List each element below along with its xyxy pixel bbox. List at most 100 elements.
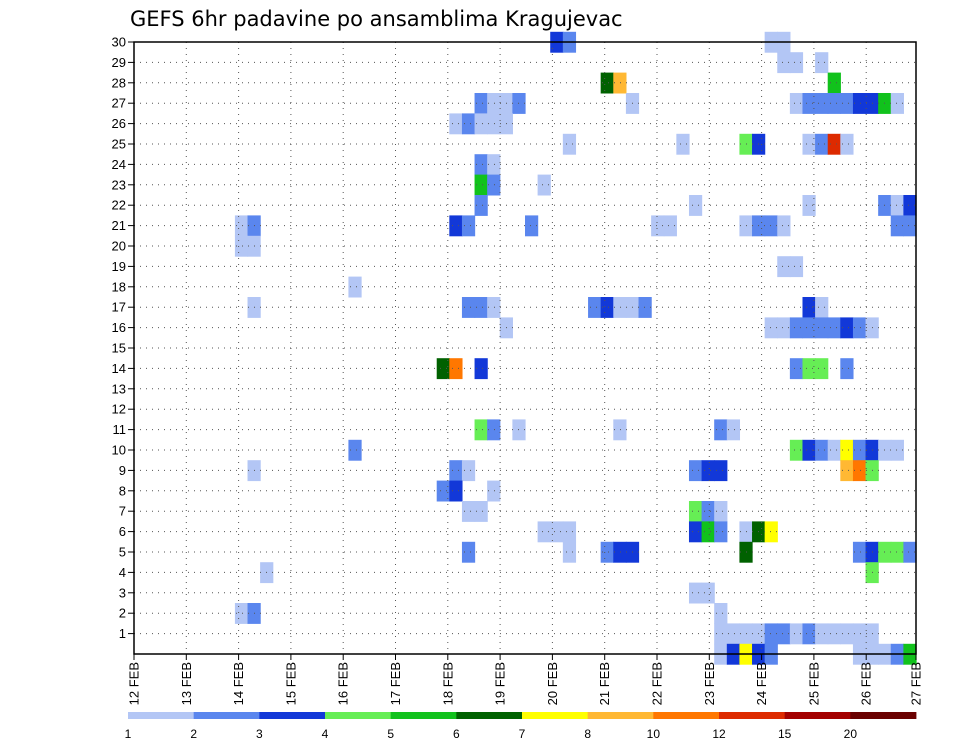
- precip-cell-m17-s26: [461, 297, 476, 318]
- precip-cell-m1-s52: [789, 623, 804, 645]
- precip-cell-m6-s44: [688, 521, 703, 543]
- precip-cell-m16-s54: [815, 317, 829, 339]
- y-tick-label: 17: [112, 300, 126, 315]
- precip-cell-m10-s60: [890, 439, 904, 461]
- precip-cell-m26-s28: [487, 113, 501, 135]
- precip-cell-m6-s32: [537, 521, 551, 543]
- precip-cell-m11-s38: [613, 419, 627, 441]
- x-tick-label: 24 FEB: [754, 662, 769, 705]
- precip-cell-m7-s44: [688, 501, 703, 522]
- precip-cell-m17-s40: [638, 297, 652, 318]
- precip-cell-m28-s38: [613, 72, 627, 94]
- y-tick-label: 9: [119, 463, 126, 478]
- precip-cell-m27-s52: [789, 93, 804, 114]
- precip-cell-m16-s55: [827, 317, 841, 339]
- precip-cell-m11-s27: [474, 419, 488, 441]
- precip-cell-m21-s8: [234, 215, 249, 237]
- precip-cell-m24-s27: [474, 154, 488, 176]
- legend-swatch: [587, 712, 654, 719]
- cells-layer: [234, 31, 917, 665]
- precip-cell-m5-s26: [461, 541, 476, 563]
- precip-cell-m10-s52: [789, 439, 804, 461]
- y-tick-label: 3: [119, 585, 126, 600]
- precip-cell-m14-s27: [474, 358, 488, 380]
- precip-cell-m10-s54: [815, 439, 829, 461]
- precip-cell-m14-s56: [840, 358, 854, 380]
- y-tick-label: 5: [119, 545, 126, 560]
- precip-cell-m5-s37: [600, 541, 614, 563]
- precip-cell-m27-s27: [474, 93, 488, 114]
- precip-cell-m1-s51: [777, 623, 791, 645]
- y-tick-label: 30: [112, 35, 126, 50]
- precip-cell-m10-s56: [840, 439, 854, 461]
- precip-cell-m17-s28: [487, 297, 501, 318]
- x-tick-label: 25 FEB: [806, 662, 821, 705]
- precip-cell-m3-s45: [701, 582, 715, 604]
- precip-cell-m9-s56: [840, 460, 854, 482]
- precip-cell-m16-s51: [777, 317, 791, 339]
- x-tick-label: 21 FEB: [597, 662, 612, 705]
- precip-cell-m25-s56: [840, 133, 854, 155]
- precip-cell-m17-s53: [802, 297, 816, 318]
- precip-cell-m21-s50: [764, 215, 778, 237]
- legend-label: 10: [647, 727, 661, 741]
- precip-cell-m17-s38: [613, 297, 627, 318]
- legend-swatch: [850, 712, 917, 719]
- precip-cell-m6-s46: [714, 521, 728, 543]
- x-tick-label: 18 FEB: [440, 662, 455, 705]
- precip-cell-m7-s45: [701, 501, 715, 522]
- legend-swatch: [784, 712, 851, 719]
- precip-cell-m19-s52: [789, 256, 804, 278]
- y-tick-label: 10: [112, 443, 126, 458]
- legend-label: 7: [519, 727, 526, 741]
- precip-cell-m11-s47: [726, 419, 741, 441]
- precip-cell-m28-s37: [600, 72, 614, 94]
- precip-cell-m8-s25: [449, 480, 463, 502]
- legend-label: 15: [778, 727, 792, 741]
- precip-cell-m25-s55: [827, 133, 841, 155]
- y-tick-label: 21: [112, 218, 126, 233]
- y-tick-label: 25: [112, 137, 126, 152]
- legend-swatch: [653, 712, 720, 719]
- y-tick-label: 8: [119, 483, 126, 498]
- x-tick-label: 13 FEB: [179, 662, 194, 705]
- precip-cell-m14-s54: [815, 358, 829, 380]
- precip-cell-m10-s17: [348, 439, 362, 461]
- precip-cell-m26-s26: [461, 113, 476, 135]
- legend-swatch: [128, 712, 195, 719]
- legend-label: 1: [125, 727, 132, 741]
- precip-cell-m20-s8: [234, 235, 249, 257]
- y-tick-label: 15: [112, 341, 126, 356]
- y-tick-label: 12: [112, 402, 126, 417]
- precip-cell-m17-s37: [600, 297, 614, 318]
- precip-cell-m9-s26: [461, 460, 476, 482]
- precip-cell-m10-s55: [827, 439, 841, 461]
- precip-cell-m8-s24: [436, 480, 450, 502]
- precip-cell-m9-s45: [701, 460, 715, 482]
- precip-cell-m1-s53: [802, 623, 816, 645]
- precip-cell-m9-s44: [688, 460, 703, 482]
- precip-cell-m5-s61: [903, 541, 917, 563]
- precip-cell-m1-s54: [815, 623, 829, 645]
- precip-cell-m22-s27: [474, 195, 488, 216]
- x-tick-label: 27 FEB: [909, 662, 924, 705]
- precip-cell-m17-s27: [474, 297, 488, 318]
- precip-cell-m27-s55: [827, 93, 841, 114]
- precip-cell-m17-s36: [588, 297, 602, 318]
- precip-cell-m1-s50: [764, 623, 778, 645]
- precip-cell-m16-s52: [789, 317, 804, 339]
- precip-cell-m21-s51: [777, 215, 791, 237]
- y-tick-label: 27: [112, 96, 126, 111]
- precip-cell-m2-s46: [714, 603, 728, 624]
- precip-cell-m27-s60: [890, 93, 904, 114]
- precip-cell-m21-s61: [903, 215, 917, 237]
- legend-label: 20: [844, 727, 858, 741]
- x-tick-label: 12 FEB: [127, 662, 142, 705]
- chart-title: GEFS 6hr padavine po ansamblima Kragujev…: [130, 7, 623, 31]
- x-tick-label: 17 FEB: [388, 662, 403, 705]
- precip-cell-m21-s41: [651, 215, 665, 237]
- legend-swatch: [522, 712, 589, 719]
- precip-cell-m22-s53: [802, 195, 816, 216]
- precip-cell-m5-s57: [852, 541, 867, 563]
